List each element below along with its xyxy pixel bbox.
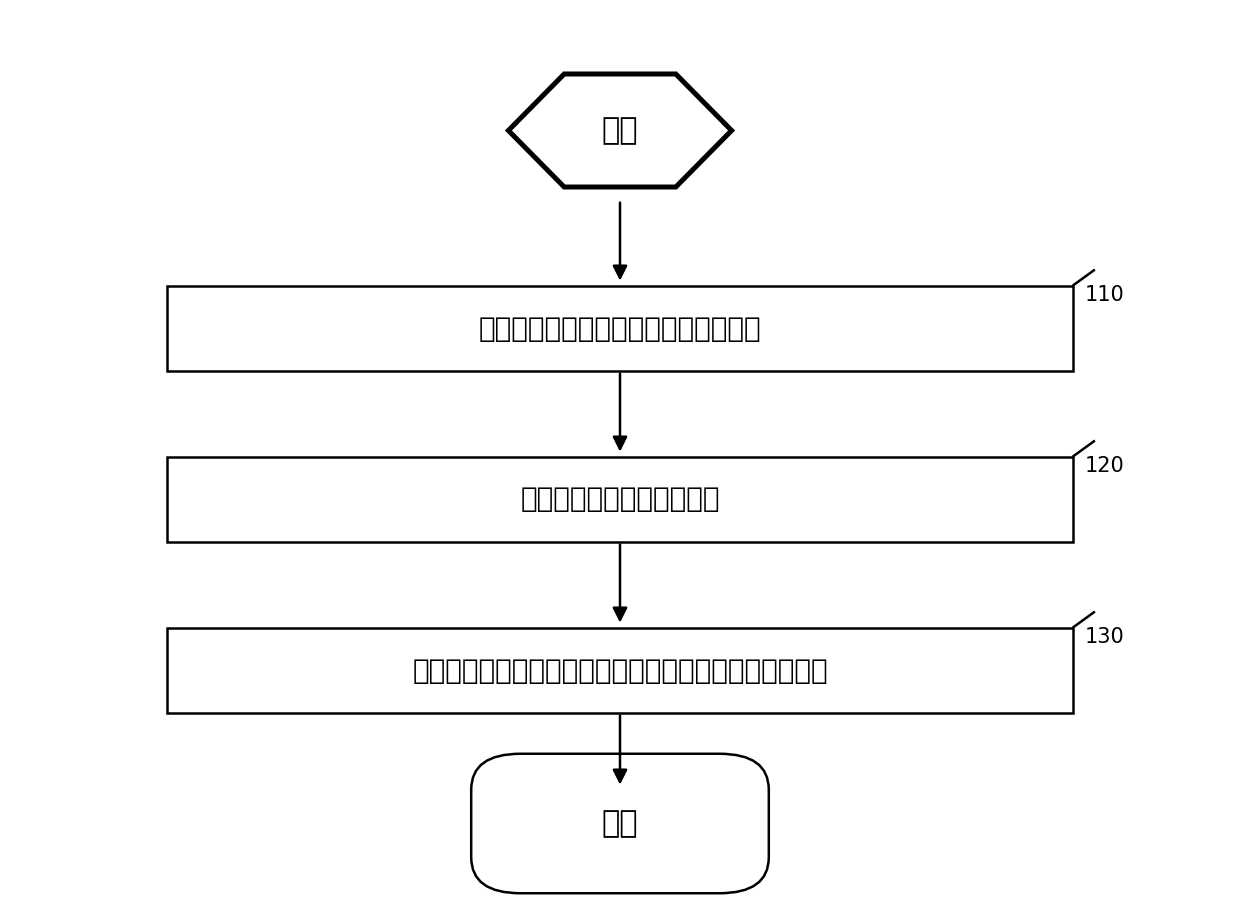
Text: 120: 120: [1085, 456, 1125, 476]
Text: 获取陀螺仪表面的吸波材料的吸波特性: 获取陀螺仪表面的吸波材料的吸波特性: [479, 314, 761, 343]
FancyBboxPatch shape: [471, 754, 769, 893]
Text: 开始: 开始: [601, 116, 639, 145]
FancyBboxPatch shape: [167, 628, 1073, 713]
Text: 根据预设公式和所述占空比，计算所述陀螺仪的偏移角度: 根据预设公式和所述占空比，计算所述陀螺仪的偏移角度: [412, 656, 828, 685]
FancyBboxPatch shape: [167, 456, 1073, 542]
Polygon shape: [508, 74, 732, 187]
Text: 测量所述吸波材料的占空比: 测量所述吸波材料的占空比: [521, 485, 719, 514]
Text: 130: 130: [1085, 627, 1125, 647]
FancyBboxPatch shape: [167, 286, 1073, 371]
Text: 110: 110: [1085, 285, 1125, 305]
Text: 结束: 结束: [601, 809, 639, 838]
